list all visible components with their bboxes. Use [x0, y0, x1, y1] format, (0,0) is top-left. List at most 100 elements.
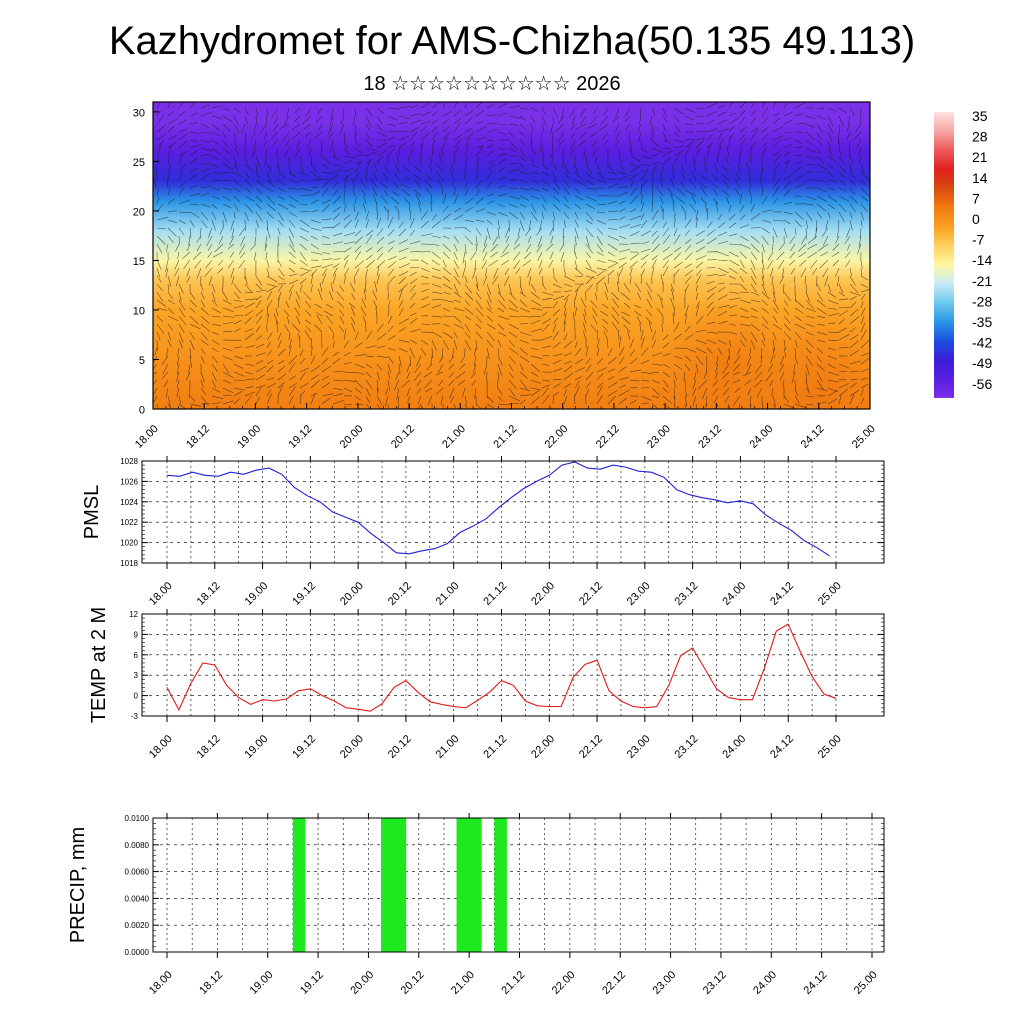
y-tick-label: 12: [129, 610, 138, 619]
pmsl-panel: 1018 1020 1022 1024 1026 1028 18.00 18.12 19.00 1…: [81, 456, 885, 608]
colorbar-tick-label: 35: [972, 108, 988, 124]
x-tick-label: 18.12: [195, 580, 223, 608]
x-tick-label: 23.00: [650, 969, 678, 997]
chart-title: Kazhydromet for AMS-Chizha(50.135 49.113…: [108, 19, 916, 63]
heatmap-x-tick-label: 23.00: [645, 423, 673, 451]
x-tick-label: 22.12: [600, 969, 628, 997]
colorbar-tick-label: -7: [972, 232, 985, 248]
x-tick-label: 18.00: [147, 733, 175, 761]
x-tick-label: 20.00: [348, 969, 376, 997]
x-tick-label: 23.12: [673, 733, 701, 761]
heatmap-x-tick-label: 22.12: [594, 423, 622, 451]
panel-frame: [141, 460, 885, 564]
warm-spots: [656, 300, 870, 409]
y-tick-label: 0: [134, 692, 139, 701]
x-tick-label: 22.00: [529, 733, 557, 761]
y-tick-label: -3: [131, 712, 139, 721]
heatmap-y-tick-label: 25: [133, 157, 145, 169]
heatmap-x-tick-label: 20.12: [389, 423, 417, 451]
y-axis-title: PRECIP, mm: [67, 827, 89, 943]
heatmap-x-tick-label: 18.12: [184, 423, 212, 451]
x-tick-label: 23.12: [673, 580, 701, 608]
x-tick-label: 19.00: [248, 969, 276, 997]
x-tick-label: 21.00: [434, 733, 462, 761]
x-tick-label: 25.00: [816, 733, 844, 761]
heatmap-panel: 0 5 10 15 20 25 30 18.00 18.12 19.00 19.12 20.00 20…: [133, 101, 878, 451]
heatmap-x-tick-label: 18.00: [133, 423, 161, 451]
x-tick-label: 20.00: [338, 580, 366, 608]
panel-frame: [152, 817, 885, 953]
x-tick-label: 21.00: [449, 969, 477, 997]
x-tick-label: 18.12: [197, 969, 225, 997]
y-tick-label: 6: [134, 651, 139, 660]
heatmap-x-tick-label: 22.00: [543, 423, 571, 451]
y-tick-label: 1024: [120, 498, 138, 507]
colorbar-tick-label: 28: [972, 129, 988, 145]
y-axis-title: TEMP at 2 M: [88, 607, 110, 723]
y-axis-title: PMSL: [81, 485, 103, 539]
heatmap-x-tick-label: 24.12: [799, 423, 827, 451]
x-tick-label: 19.12: [290, 580, 318, 608]
y-tick-label: 3: [134, 671, 139, 680]
heatmap-y-tick-label: 30: [133, 107, 145, 119]
x-tick-label: 24.12: [802, 969, 830, 997]
x-tick-label: 23.12: [701, 969, 729, 997]
y-tick-label: 0.0020: [125, 921, 150, 930]
x-tick-label: 19.12: [298, 969, 326, 997]
x-tick-label: 24.12: [768, 580, 796, 608]
heatmap-x-tick-label: 21.12: [491, 423, 519, 451]
y-tick-label: 0.0040: [125, 894, 150, 903]
wind-vectors: [153, 102, 870, 409]
colorbar-tick-label: 21: [972, 149, 988, 165]
heatmap-x-tick-label: 23.12: [696, 423, 724, 451]
heatmap-y-tick-label: 5: [139, 355, 145, 367]
x-tick-label: 21.12: [481, 580, 509, 608]
colorbar-tick-label: -42: [972, 335, 992, 351]
x-tick-label: 18.00: [147, 969, 175, 997]
heatmap-x-tick-label: 25.00: [850, 423, 878, 451]
colorbar: 35 28 21 14 7 0 -7 -14 -21 -28 -35 -42 -49 -56: [934, 108, 992, 398]
colorbar-tick-label: -28: [972, 293, 992, 309]
x-tick-label: 25.00: [852, 969, 880, 997]
colorbar-tick-label: -49: [972, 355, 992, 371]
x-tick-label: 20.12: [386, 580, 414, 608]
x-tick-label: 18.00: [147, 580, 175, 608]
colorbar-labels: 35 28 21 14 7 0 -7 -14 -21 -28 -35 -42 -49 -56: [972, 108, 992, 392]
precip-bar: [456, 818, 482, 952]
precip-bar: [381, 818, 407, 952]
y-tick-label: 1022: [120, 518, 138, 527]
colorbar-tick-label: 0: [972, 211, 980, 227]
x-tick-label: 22.00: [550, 969, 578, 997]
x-tick-label: 22.00: [529, 580, 557, 608]
x-tick-label: 22.12: [577, 733, 605, 761]
y-tick-label: 1018: [120, 559, 138, 568]
heatmap-y-tick-label: 15: [133, 256, 145, 268]
y-tick-label: 0.0100: [125, 814, 150, 823]
precip-bar: [494, 818, 507, 952]
x-tick-label: 19.00: [242, 733, 270, 761]
chart-subtitle: 18 ☆☆☆☆☆☆☆☆☆☆ 2026: [363, 73, 621, 95]
y-tick-label: 9: [134, 630, 139, 639]
x-tick-label: 24.00: [720, 733, 748, 761]
x-tick-label: 24.12: [768, 733, 796, 761]
x-tick-label: 19.12: [290, 733, 318, 761]
colorbar-strip: [934, 112, 954, 398]
x-tick-label: 20.00: [338, 733, 366, 761]
heatmap-y-axis: 0 5 10 15 20 25 30: [133, 107, 159, 417]
x-tick-label: 21.00: [434, 580, 462, 608]
y-tick-label: 0.0060: [125, 868, 150, 877]
y-tick-label: 1020: [120, 539, 138, 548]
heatmap-y-tick-label: 20: [133, 206, 145, 218]
colorbar-tick-label: -21: [972, 273, 992, 289]
heatmap-y-tick-label: 0: [139, 405, 145, 417]
x-tick-label: 21.12: [499, 969, 527, 997]
precip-bar: [292, 818, 306, 952]
warm-patch: [748, 305, 870, 409]
colorbar-tick-label: 7: [972, 190, 980, 206]
panel-frame: [141, 613, 885, 717]
colorbar-tick-label: -35: [972, 314, 992, 330]
temp-line: [166, 623, 837, 712]
x-tick-label: 18.12: [195, 733, 223, 761]
heatmap-x-tick-label: 21.00: [440, 423, 468, 451]
